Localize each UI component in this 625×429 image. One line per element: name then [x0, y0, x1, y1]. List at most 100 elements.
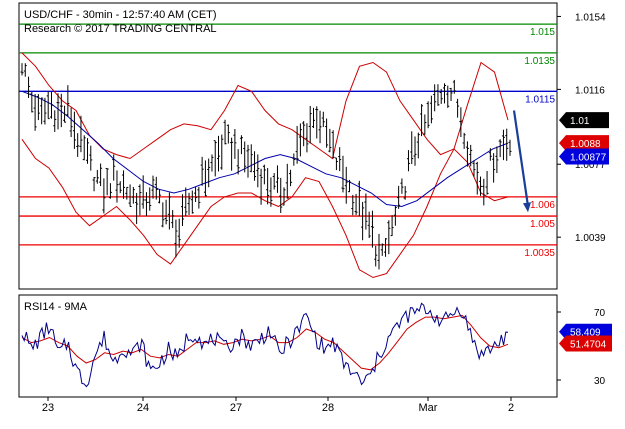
price-bar: [384, 238, 388, 257]
price-bar: [243, 141, 247, 173]
rsi-tick-label-1: 30: [594, 376, 606, 387]
price-bar: [482, 178, 486, 206]
price-bar: [115, 170, 119, 203]
time-tick-label-2: 27: [230, 402, 242, 414]
price-bar: [400, 178, 404, 194]
ma-line: [21, 90, 509, 208]
price-bar: [161, 202, 165, 228]
price-bar: [315, 106, 319, 139]
price-tick-label-0: 1.0154: [575, 12, 606, 23]
horizontal-levels: [19, 23, 557, 246]
price-tick-label-3: 1.0039: [575, 233, 606, 244]
price-marker-2: 1.00877: [559, 148, 609, 165]
price-bar: [112, 154, 116, 181]
rsi-marker-0-text: 58.409: [570, 328, 601, 339]
price-bar: [46, 91, 50, 120]
price-bar: [498, 139, 502, 158]
price-marker-0-text: 1.01: [570, 116, 590, 127]
price-bar: [433, 84, 437, 112]
price-bar: [475, 161, 479, 195]
price-bar: [180, 194, 184, 226]
price-bar: [89, 145, 93, 171]
price-bar: [436, 84, 440, 106]
price-bar: [318, 110, 322, 144]
price-bar: [390, 215, 394, 237]
rsi-line: [21, 302, 509, 388]
price-bar: [272, 173, 276, 190]
price-bar: [118, 181, 122, 194]
price-tick-label-1: 1.0116: [575, 85, 605, 96]
price-bar: [213, 140, 217, 177]
rsi-tick-label-0: 70: [594, 308, 606, 319]
price-bar: [256, 154, 260, 188]
price-bar: [275, 165, 279, 193]
price-marker-1-text: 1.0088: [570, 139, 601, 150]
price-bar: [351, 194, 355, 216]
price-bar: [279, 177, 283, 213]
price-bar: [230, 137, 234, 171]
price-bar: [217, 135, 221, 172]
price-bar: [56, 93, 60, 130]
price-bar: [456, 98, 460, 118]
price-bar: [174, 219, 178, 258]
price-bar: [338, 147, 342, 172]
rsi-plot-frame: [18, 294, 558, 398]
price-bar: [233, 129, 237, 159]
price-marker-2-bg: [559, 148, 609, 165]
price-bar: [492, 153, 496, 183]
price-bar: [66, 85, 70, 117]
price-bar: [30, 91, 34, 113]
time-axis-ticks: 23 24 27 28 Mar 2: [42, 397, 514, 414]
price-bar: [167, 192, 171, 230]
price-bar: [334, 157, 338, 171]
price-bar: [305, 123, 309, 153]
price-bar: [413, 136, 417, 166]
price-tick-label-2: 1.0077: [575, 160, 606, 171]
forecast-arrow: [512, 110, 531, 213]
price-bar: [131, 186, 135, 204]
rsi-title: RSI14 - 9MA: [24, 301, 88, 313]
price-bar: [321, 111, 325, 128]
price-bar: [426, 101, 430, 129]
price-bar: [76, 133, 80, 157]
price-bar: [203, 160, 207, 197]
price-bar: [184, 187, 188, 217]
price-bar: [505, 128, 509, 161]
price-marker-0: 1.01: [559, 112, 609, 129]
price-bar: [226, 124, 230, 144]
price-bar: [380, 243, 384, 256]
price-bar: [197, 186, 201, 209]
price-bar: [187, 192, 191, 215]
price-bar: [328, 128, 332, 153]
price-bar: [27, 76, 31, 98]
forecast-arrow-shaft: [512, 110, 530, 207]
price-bar: [177, 218, 181, 248]
price-bar: [108, 183, 112, 199]
price-bar: [462, 132, 466, 149]
price-bar: [128, 184, 132, 207]
level-label-2: 1.0115: [525, 94, 555, 105]
price-bar: [99, 163, 103, 187]
price-bar: [259, 168, 263, 205]
price-bar: [495, 146, 499, 174]
price-marker-1: 1.0088: [559, 135, 609, 152]
price-bar: [439, 89, 443, 104]
chart-copyright: Research © 2017 TRADING CENTRAL: [24, 23, 217, 35]
price-bar: [125, 186, 129, 200]
price-bar: [95, 169, 99, 184]
price-bar: [43, 97, 47, 125]
price-bar: [253, 151, 257, 181]
price-bar: [488, 148, 492, 161]
price-bar: [148, 187, 152, 211]
price-bar: [410, 131, 414, 165]
price-bar: [262, 164, 266, 185]
price-bar: [236, 149, 240, 175]
price-bar: [151, 175, 155, 199]
price-bar: [403, 186, 407, 200]
price-bar: [298, 123, 302, 157]
time-tick-label-0: 23: [42, 402, 54, 414]
price-bar: [200, 156, 204, 186]
level-label-5: 1.0035: [524, 248, 555, 259]
price-bar: [72, 111, 76, 149]
